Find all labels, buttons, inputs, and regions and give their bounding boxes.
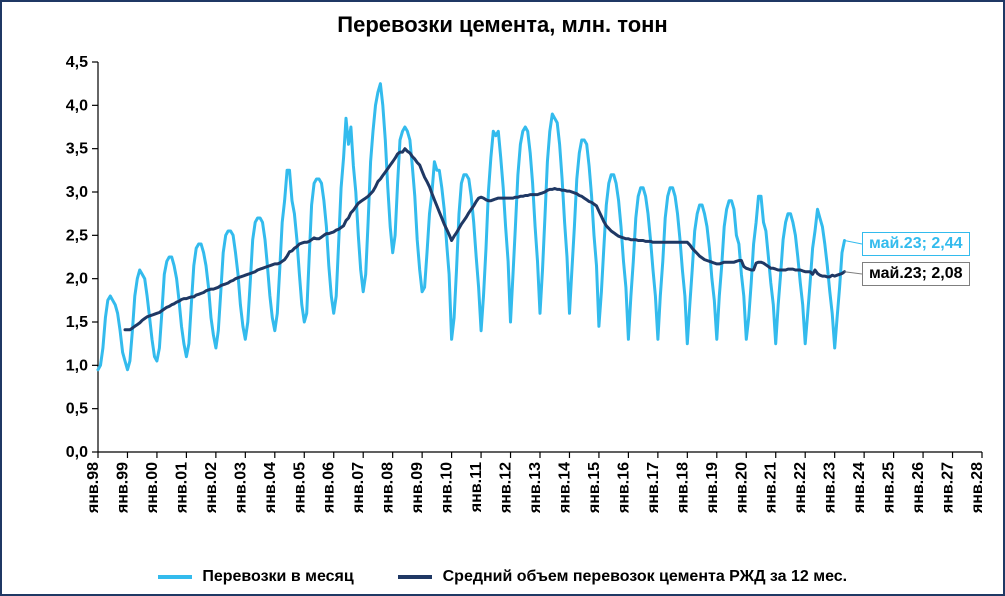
- svg-text:янв.12: янв.12: [498, 462, 515, 514]
- legend-label-2: Средний объем перевозок цемента РЖД за 1…: [443, 568, 848, 585]
- svg-text:1,0: 1,0: [66, 357, 88, 374]
- svg-text:янв.10: янв.10: [439, 462, 456, 514]
- svg-text:2,0: 2,0: [66, 271, 88, 288]
- svg-text:янв.05: янв.05: [291, 462, 308, 514]
- legend-swatch-2: [398, 575, 432, 579]
- svg-text:4,5: 4,5: [66, 54, 88, 71]
- svg-text:янв.25: янв.25: [881, 462, 898, 514]
- plot-area: 0,00,51,01,52,02,53,03,54,04,5янв.98янв.…: [52, 52, 992, 492]
- svg-text:янв.00: янв.00: [144, 462, 161, 514]
- svg-text:янв.09: янв.09: [409, 462, 426, 514]
- callout-series-2: май.23; 2,08: [862, 262, 970, 286]
- svg-text:4,0: 4,0: [66, 97, 88, 114]
- legend-item-2: Средний объем перевозок цемента РЖД за 1…: [398, 568, 847, 586]
- svg-text:янв.99: янв.99: [114, 462, 131, 514]
- legend-item-1: Перевозки в месяц: [158, 568, 354, 586]
- svg-text:янв.20: янв.20: [733, 462, 750, 514]
- svg-text:янв.01: янв.01: [173, 462, 190, 514]
- legend-label-1: Перевозки в месяц: [202, 568, 353, 585]
- svg-text:0,0: 0,0: [66, 444, 88, 461]
- chart-frame: Перевозки цемента, млн. тонн 0,0 0,5 1,0 1,…: [0, 0, 1005, 596]
- svg-text:янв.16: янв.16: [615, 462, 632, 514]
- svg-text:янв.23: янв.23: [822, 462, 839, 514]
- svg-text:янв.03: янв.03: [232, 462, 249, 514]
- svg-text:янв.27: янв.27: [940, 462, 957, 514]
- svg-text:янв.06: янв.06: [321, 462, 338, 514]
- svg-text:янв.04: янв.04: [262, 462, 279, 514]
- svg-text:янв.21: янв.21: [763, 462, 780, 514]
- svg-text:янв.19: янв.19: [704, 462, 721, 514]
- svg-text:3,5: 3,5: [66, 141, 88, 158]
- svg-text:янв.98: янв.98: [85, 462, 102, 514]
- chart-title: Перевозки цемента, млн. тонн: [2, 12, 1003, 38]
- svg-text:янв.24: янв.24: [851, 462, 868, 514]
- svg-text:янв.18: янв.18: [674, 462, 691, 514]
- svg-text:янв.15: янв.15: [586, 462, 603, 514]
- svg-text:янв.14: янв.14: [556, 462, 573, 514]
- svg-text:янв.22: янв.22: [792, 462, 809, 514]
- svg-text:янв.26: янв.26: [910, 462, 927, 514]
- svg-text:2,5: 2,5: [66, 227, 88, 244]
- svg-text:янв.02: янв.02: [203, 462, 220, 514]
- svg-text:янв.11: янв.11: [468, 462, 485, 513]
- svg-text:0,5: 0,5: [66, 401, 88, 418]
- chart-svg: 0,0 0,5 1,0 1,5 2,0 2,5 3,0 3,5 4,0 4,5 янв.98 янв.…: [52, 52, 992, 552]
- svg-text:1,5: 1,5: [66, 314, 88, 331]
- svg-text:янв.08: янв.08: [380, 462, 397, 514]
- svg-text:янв.13: янв.13: [527, 462, 544, 514]
- svg-text:янв.17: янв.17: [645, 462, 662, 514]
- legend-swatch-1: [158, 575, 192, 579]
- callout-series-1: май.23; 2,44: [862, 232, 970, 256]
- svg-text:янв.07: янв.07: [350, 462, 367, 514]
- svg-text:3,0: 3,0: [66, 184, 88, 201]
- svg-text:янв.28: янв.28: [969, 462, 986, 514]
- legend: Перевозки в месяц Средний объем перевозо…: [2, 568, 1003, 586]
